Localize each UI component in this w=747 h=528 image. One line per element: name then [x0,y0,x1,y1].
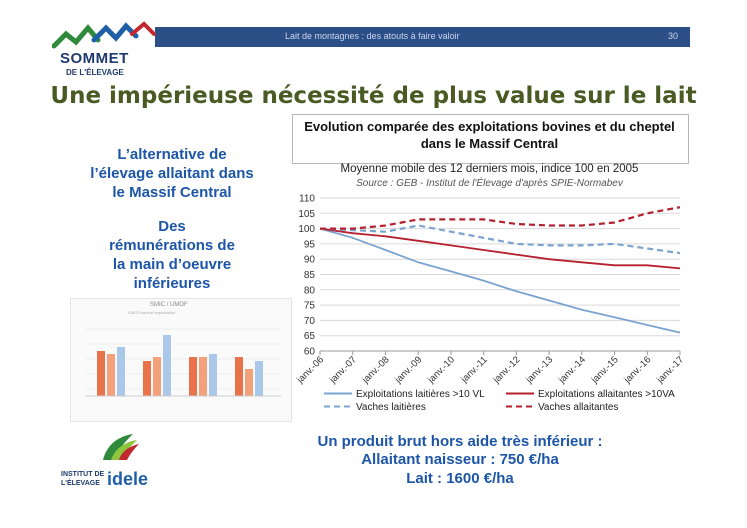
left-text-line: l’élevage allaitant dans [90,165,254,182]
x-tick-label: janv.-14 [556,354,588,386]
left-text-line: rémunérations de [109,237,235,254]
y-tick-label: 90 [304,255,316,266]
left-text-block-2: Des rémunérations de la main d’oeuvre in… [52,217,292,293]
slide-title: Une impérieuse nécessité de plus value s… [50,83,697,109]
x-axis-ticks: janv.-06 janv.-07 janv.-08 janv.-09 janv.-10… [294,354,686,386]
idele-logo: INSTITUT DE L'ÉLEVAGE idele [61,434,148,489]
y-tick-label: 70 [304,316,316,327]
banner-title: Lait de montagnes : des atouts à faire v… [285,31,460,41]
x-tick-label: janv.-11 [458,354,489,385]
legend-label: Exploitations laitières >10 VL [356,389,485,400]
idele-line2: L'ÉLEVAGE [61,478,100,487]
series-line [319,224,681,255]
y-tick-label: 60 [304,347,316,358]
x-tick-label: janv.-17 [654,354,686,386]
x-tick-label: janv.-06 [294,354,326,386]
bottom-text-line-3: Lait : 1600 €/ha [406,470,514,487]
logo-subtitle: DE L'ÉLEVAGE [66,68,124,77]
y-tick-label: 105 [298,209,315,220]
chart-title: Evolution comparée des exploitations bov… [304,119,675,151]
x-tick-label: janv.-13 [523,354,555,386]
sommet-logo [52,21,156,49]
inset-chart-subtitle: EMOT/ha/chef exploitation [128,310,176,315]
idele-line1: INSTITUT DE [61,471,104,478]
legend-label: Vaches laitières [356,402,426,413]
chart-legend: Exploitations laitières >10 VL Exploitati… [324,389,675,413]
x-tick-label: janv.-07 [327,354,359,386]
legend-label: Vaches allaitantes [538,402,618,413]
y-tick-label: 110 [299,194,315,205]
y-axis-ticks: 60 65 70 75 80 85 90 95 100 105 110 [298,194,315,358]
bottom-text-line-2: Allaitant naisseur : 750 €/ha [361,451,559,468]
left-text-line: L’alternative de [117,146,227,163]
left-text-line: Des [158,218,186,235]
y-tick-label: 95 [304,239,316,250]
y-tick-label: 100 [298,224,315,235]
x-tick-label: janv.-09 [392,354,424,386]
idele-brand: idele [107,469,148,489]
bottom-text-line-1: Un produit brut hors aide très inférieur… [317,433,603,450]
x-tick-label: janv.-16 [622,354,654,386]
series-line [319,227,681,270]
inset-bars [85,328,281,397]
series-line [320,206,681,230]
inset-chart [70,298,292,422]
logo-name: SOMMET [60,50,129,67]
legend-label: Exploitations allaitantes >10VA [538,389,675,400]
chart-series [319,206,681,334]
inset-chart-title: SMIC / UMOF [150,302,188,308]
slide-number: 30 [668,31,679,41]
chart-source: Source : GEB - Institut de l'Élevage d'a… [356,178,623,189]
series-line [319,227,681,334]
y-tick-label: 80 [304,285,316,296]
x-tick-label: janv.-08 [360,354,392,386]
chart-title-box [292,114,689,164]
left-text-line: le Massif Central [112,184,232,201]
y-tick-label: 85 [304,270,316,281]
left-text-line: inférieures [133,275,211,292]
x-tick-label: janv.-15 [589,354,621,386]
x-tick-label: janv.-12 [491,354,523,386]
top-banner [155,27,690,47]
x-tick-label: janv.-10 [425,354,457,386]
y-tick-label: 75 [304,301,316,312]
chart-subtitle: Moyenne mobile des 12 derniers mois, ind… [340,163,639,175]
left-text-block-1: L’alternative de l’élevage allaitant dan… [52,145,292,202]
left-text-line: la main d’oeuvre [112,256,232,273]
y-tick-label: 65 [304,331,316,342]
